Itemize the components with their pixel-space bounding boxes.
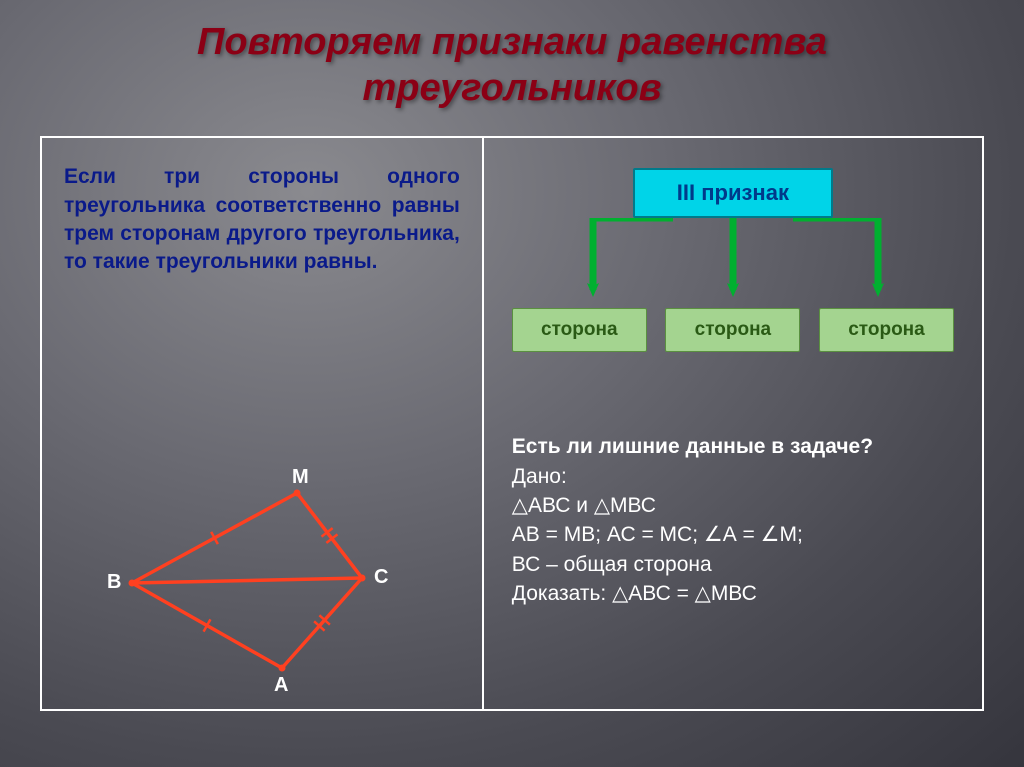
- given-2: АВ = МВ; АС = МС; ∠А = ∠М;: [512, 520, 964, 549]
- side-boxes-row: сторона сторона сторона: [502, 308, 964, 352]
- given-label: Дано:: [512, 462, 964, 491]
- side-box-1: сторона: [512, 308, 647, 352]
- triangle-diagram: В М С А: [102, 468, 422, 698]
- given-3: ВС – общая сторона: [512, 550, 964, 579]
- question-line: Есть ли лишние данные в задаче?: [512, 432, 964, 461]
- question-block: Есть ли лишние данные в задаче? Дано: △А…: [502, 432, 964, 608]
- vertex-label-A: А: [274, 674, 288, 697]
- vertex-label-M: М: [292, 466, 309, 489]
- priznak-box: III признак: [633, 168, 833, 218]
- title-line-1: Повторяем признаки равенства: [197, 21, 827, 63]
- slide-title: Повторяем признаки равенства треугольник…: [0, 0, 1024, 111]
- left-panel: Если три стороны одного треугольника соо…: [42, 138, 484, 709]
- prove-line: Доказать: △АВС = △МВС: [512, 579, 964, 608]
- arrows-diagram: [513, 218, 953, 313]
- side-box-2: сторона: [665, 308, 800, 352]
- given-1: △АВС и △МВС: [512, 491, 964, 520]
- side-box-3: сторона: [819, 308, 954, 352]
- vertex-label-C: С: [374, 566, 388, 589]
- content-frame: Если три стороны одного треугольника соо…: [40, 136, 984, 711]
- title-line-2: треугольников: [362, 67, 661, 109]
- theorem-text: Если три стороны одного треугольника соо…: [64, 163, 460, 276]
- right-panel: III признак сторона сторона сторона Есть…: [484, 138, 982, 709]
- vertex-label-B: В: [107, 571, 121, 594]
